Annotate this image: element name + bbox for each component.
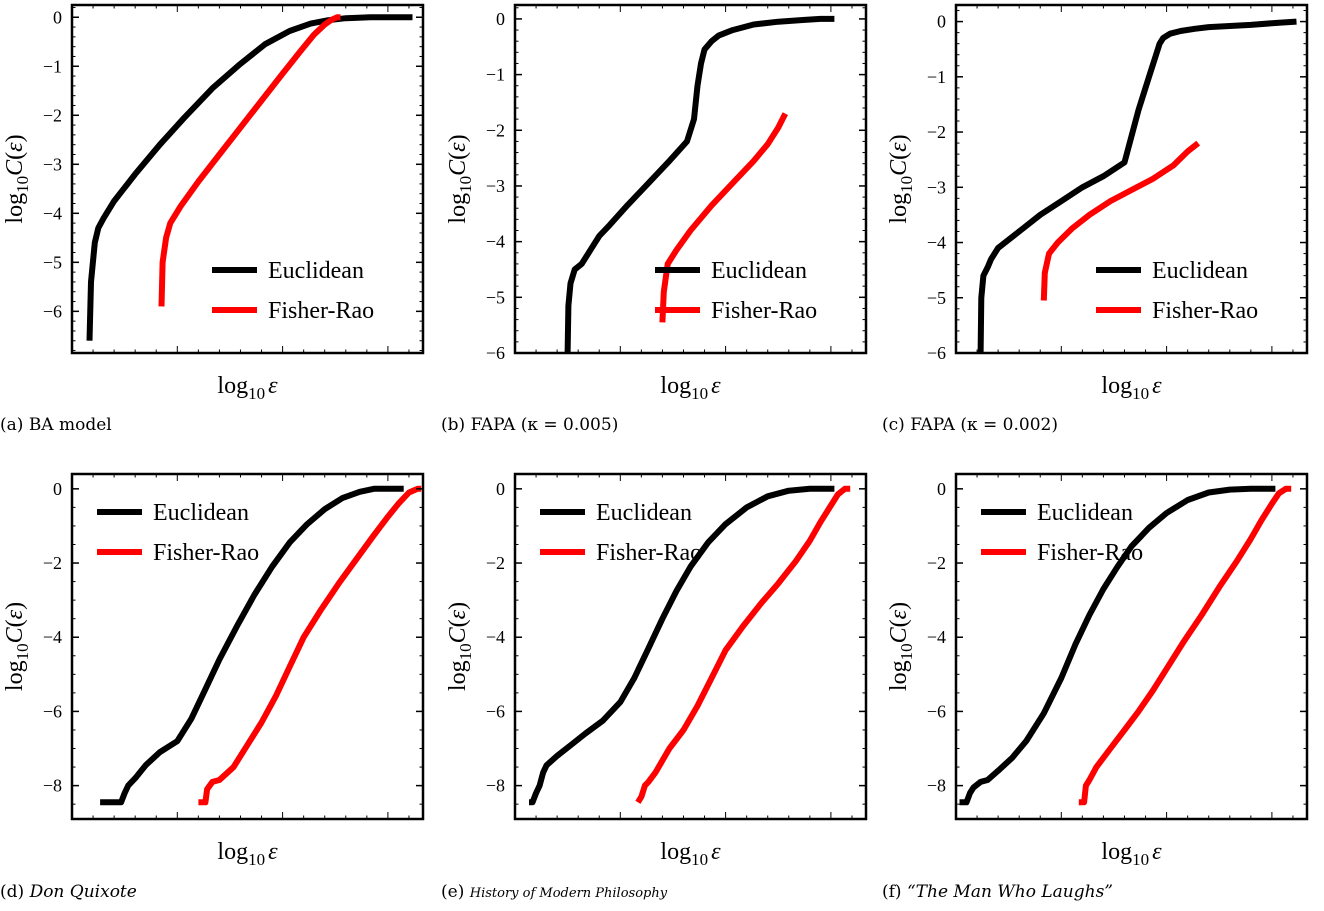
y-tick-label: −5 xyxy=(927,288,946,308)
legend-label: Fisher-Rao xyxy=(596,540,702,566)
legend: Euclidean Fisher-Rao xyxy=(212,258,374,324)
legend: Euclidean Fisher-Rao xyxy=(540,500,702,566)
y-tick-label: −3 xyxy=(486,176,505,196)
legend-label: Euclidean xyxy=(153,500,249,526)
y-tick-label: 0 xyxy=(496,479,505,499)
series-line-euclidean xyxy=(977,18,1297,353)
y-tick-label: 0 xyxy=(937,479,946,499)
y-tick-label: 0 xyxy=(53,7,62,27)
y-tick-label: −5 xyxy=(486,287,505,307)
legend-label: Fisher-Rao xyxy=(1152,298,1258,324)
chart-panel-c: 0 −1 −2 −3 −4 −5 −6 log10 ε log10C(ε) Euclidean Fis… xyxy=(882,3,1309,435)
y-tick-label: −1 xyxy=(43,56,62,76)
y-tick-label: −1 xyxy=(927,67,946,87)
y-tick-label: −4 xyxy=(43,627,62,647)
legend-label: Fisher-Rao xyxy=(153,540,259,566)
y-tick-label: 0 xyxy=(937,12,946,32)
y-axis-label: log10C(ε) xyxy=(2,134,32,223)
series-line-euclidean xyxy=(959,485,1276,806)
x-axis-label: log10 ε xyxy=(217,839,278,869)
subfigure-caption: (f) “The Man Who Laughs” xyxy=(882,882,1113,902)
y-tick-label: −8 xyxy=(486,776,505,796)
x-axis-label: log10 ε xyxy=(1101,373,1162,403)
subfigure-caption: (d) Don Quixote xyxy=(0,882,137,902)
y-tick-label: −2 xyxy=(927,122,946,142)
y-tick-label: −6 xyxy=(43,701,62,721)
series-line-euclidean xyxy=(564,15,835,353)
y-tick-label: −6 xyxy=(486,343,505,363)
plot-frame xyxy=(954,472,1309,821)
subfigure-caption: (c) FAPA (κ = 0.002) xyxy=(882,415,1058,435)
series-line-fisher-rao xyxy=(635,485,851,804)
y-tick-label: −2 xyxy=(43,553,62,573)
subfigure-caption: (e) History of Modern Philosophy xyxy=(441,882,668,902)
y-tick-label: −6 xyxy=(486,701,505,721)
y-tick-label: −8 xyxy=(43,776,62,796)
y-tick-label: −1 xyxy=(486,65,505,85)
plot-frame xyxy=(513,472,868,821)
legend-label: Euclidean xyxy=(1152,258,1248,284)
y-tick-label: −4 xyxy=(486,627,505,647)
series-line-euclidean xyxy=(529,485,835,806)
y-tick-label: 0 xyxy=(53,479,62,499)
legend: Euclidean Fisher-Rao xyxy=(1096,258,1258,324)
y-tick-label: −5 xyxy=(43,252,62,272)
chart-panel-d: 0 −2 −4 −6 −8 log10 ε log10C(ε) Euclidean Fisher-… xyxy=(0,472,425,902)
plot-frame xyxy=(70,3,425,355)
x-axis-label: log10 ε xyxy=(660,373,721,403)
legend-label: Fisher-Rao xyxy=(711,298,817,324)
y-axis-label: log10C(ε) xyxy=(445,134,475,223)
y-tick-label: −4 xyxy=(486,232,505,252)
y-tick-label: −6 xyxy=(927,701,946,721)
x-axis-label: log10 ε xyxy=(217,373,278,403)
series-line-fisher-rao xyxy=(198,485,422,806)
series-line-fisher-rao xyxy=(1078,485,1292,806)
legend-label: Fisher-Rao xyxy=(268,298,374,324)
series-line-fisher-rao xyxy=(659,112,788,323)
x-axis-label: log10 ε xyxy=(1101,839,1162,869)
legend-label: Euclidean xyxy=(268,258,364,284)
y-axis-label: log10C(ε) xyxy=(445,602,475,691)
y-tick-label: −2 xyxy=(927,553,946,573)
plot-frame xyxy=(70,472,425,821)
subfigure-caption: (a) BA model xyxy=(0,415,112,435)
plot-frame xyxy=(513,3,868,355)
y-tick-label: −3 xyxy=(927,177,946,197)
legend: Euclidean Fisher-Rao xyxy=(981,500,1143,566)
chart-panel-f: 0 −2 −4 −6 −8 log10 ε log10C(ε) Euclidean Fisher-… xyxy=(882,472,1309,902)
legend-label: Euclidean xyxy=(596,500,692,526)
chart-panel-e: 0 −2 −4 −6 −8 log10 ε log10C(ε) Euclidean Fisher-… xyxy=(441,472,868,902)
legend-label: Euclidean xyxy=(1037,500,1133,526)
y-tick-label: −4 xyxy=(927,233,946,253)
legend: Euclidean Fisher-Rao xyxy=(97,500,259,566)
y-tick-label: −2 xyxy=(486,120,505,140)
subfigure-caption: (b) FAPA (κ = 0.005) xyxy=(441,415,618,435)
y-tick-label: −8 xyxy=(927,776,946,796)
chart-panel-b: 0 −1 −2 −3 −4 −5 −6 log10 ε log10C(ε) Euclidean Fis… xyxy=(441,3,868,435)
chart-panel-a: 0 −1 −2 −3 −4 −5 −6 log10 ε log10C(ε) Euclidean Fis… xyxy=(0,3,425,435)
series-line-fisher-rao xyxy=(1040,140,1201,301)
legend: Euclidean Fisher-Rao xyxy=(655,258,817,324)
series-line-euclidean xyxy=(86,14,413,341)
y-tick-label: −4 xyxy=(43,203,62,223)
y-axis-label: log10C(ε) xyxy=(2,602,32,691)
series-line-fisher-rao xyxy=(158,14,341,307)
y-tick-label: −3 xyxy=(43,154,62,174)
y-tick-label: −4 xyxy=(927,627,946,647)
y-tick-label: −6 xyxy=(43,301,62,321)
x-axis-label: log10 ε xyxy=(660,839,721,869)
y-tick-label: 0 xyxy=(496,9,505,29)
series-line-euclidean xyxy=(100,485,404,806)
y-tick-label: −2 xyxy=(486,553,505,573)
legend-label: Fisher-Rao xyxy=(1037,540,1143,566)
plot-frame xyxy=(954,3,1309,355)
y-axis-label: log10C(ε) xyxy=(886,602,916,691)
y-tick-label: −2 xyxy=(43,105,62,125)
y-tick-label: −6 xyxy=(927,343,946,363)
legend-label: Euclidean xyxy=(711,258,807,284)
y-axis-label: log10C(ε) xyxy=(886,134,916,223)
